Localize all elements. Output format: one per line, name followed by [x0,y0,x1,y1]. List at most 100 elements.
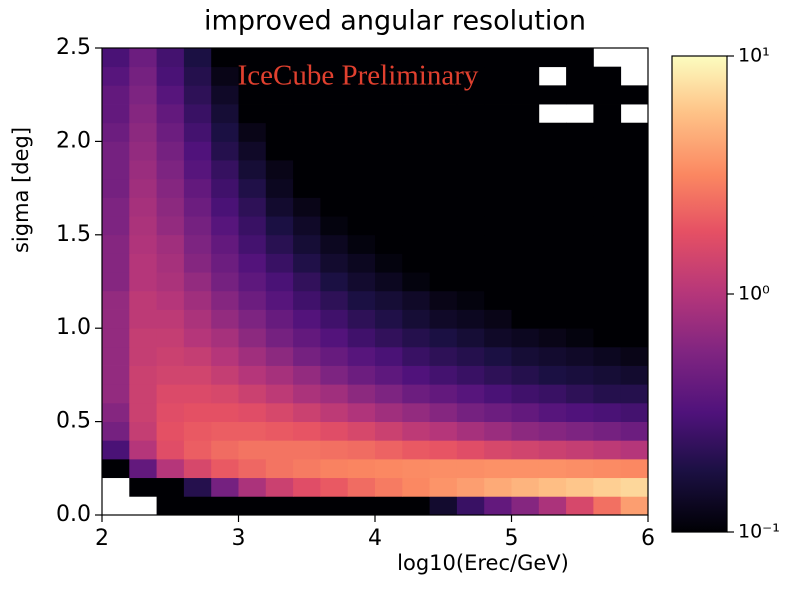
heatmap-cell [375,216,403,236]
heatmap-cell [320,216,349,236]
heatmap-cell [238,384,267,404]
heatmap-cell [456,216,485,236]
heatmap-cell [511,122,540,142]
heatmap-cell [593,309,622,329]
heatmap-cell [402,85,430,105]
heatmap-cell [183,234,212,254]
heatmap-cell [375,365,403,385]
heatmap-cell [375,104,403,124]
heatmap-cell [456,328,485,348]
heatmap-cell [593,160,622,180]
heatmap-cell [538,122,567,142]
heatmap-cell [293,178,321,198]
heatmap-cell [484,328,512,348]
heatmap-cell [238,197,267,217]
heatmap-cell [402,365,430,385]
heatmap-cell [265,253,294,273]
heatmap-cell [211,477,239,497]
heatmap-cell [402,234,430,254]
heatmap-cell [620,122,649,142]
heatmap-cell [375,48,403,68]
heatmap-cell [129,365,157,385]
heatmap-cell [129,216,157,236]
heatmap-cell [593,402,622,422]
heatmap-cell [320,309,349,329]
heatmap-cell [429,421,458,441]
heatmap-cell [620,402,649,422]
heatmap-cell [129,272,157,292]
heatmap-cell [102,253,130,273]
heatmap-cell [293,141,321,161]
heatmap-cell [429,384,458,404]
heatmap-cell [238,216,267,236]
heatmap-cell [593,141,622,161]
heatmap-cell [511,160,540,180]
heatmap-cell [265,309,294,329]
heatmap-cell [238,122,267,142]
heatmap-cell [293,122,321,142]
heatmap-cell [566,216,594,236]
heatmap-cell [375,272,403,292]
heatmap-cell [347,122,376,142]
heatmap-cell [429,272,458,292]
heatmap-cell [320,141,349,161]
heatmap-cell [593,328,622,348]
heatmap-cell [129,290,157,310]
y-tick-label: 2.5 [56,35,91,60]
heatmap-cell [402,178,430,198]
heatmap-cell [156,272,185,292]
heatmap-cell [320,197,349,217]
heatmap-cell [347,290,376,310]
heatmap-cell [375,122,403,142]
heatmap-cell [538,197,567,217]
heatmap-cell [347,253,376,273]
heatmap-cell [347,104,376,124]
heatmap-cell [620,272,649,292]
heatmap-cell [320,160,349,180]
heatmap-cell [593,197,622,217]
heatmap-cell [156,365,185,385]
heatmap-cell [511,365,540,385]
heatmap-cell [183,178,212,198]
heatmap-cell [484,48,512,68]
heatmap-cell [156,216,185,236]
heatmap-cell [156,309,185,329]
heatmap-cell [484,384,512,404]
heatmap-cell [183,253,212,273]
heatmap-cell [129,477,157,497]
y-axis-label: sigma [deg] [9,127,33,253]
heatmap-cell [156,85,185,105]
heatmap-cell [265,440,294,460]
heatmap-cell [156,253,185,273]
heatmap-cell [429,66,458,86]
colorbar-tick-label: 10¹ [738,45,770,67]
heatmap-cell [211,365,239,385]
heatmap-cell [538,178,567,198]
heatmap-cell [129,253,157,273]
heatmap-cell [238,160,267,180]
heatmap-cell [320,365,349,385]
heatmap-cell [238,346,267,366]
heatmap-cell [320,85,349,105]
heatmap-cell [183,458,212,479]
x-tick-label: 2 [95,526,109,551]
heatmap-cell [511,104,540,124]
heatmap-cell [511,458,540,479]
heatmap-cell [402,458,430,479]
heatmap-cell [293,66,321,86]
heatmap-cell [511,253,540,273]
heatmap-cell [620,421,649,441]
heatmap-cell [429,104,458,124]
heatmap-cell [102,384,130,404]
heatmap-cell [265,421,294,441]
heatmap-cell [566,290,594,310]
heatmap-cell [183,85,212,105]
heatmap-cell [429,216,458,236]
heatmap-cell [238,402,267,422]
heatmap-cell [402,253,430,273]
heatmap-cell [484,458,512,479]
heatmap-cell [129,104,157,124]
x-tick-label: 6 [641,526,655,551]
heatmap-cell [484,253,512,273]
heatmap-cell [484,85,512,105]
